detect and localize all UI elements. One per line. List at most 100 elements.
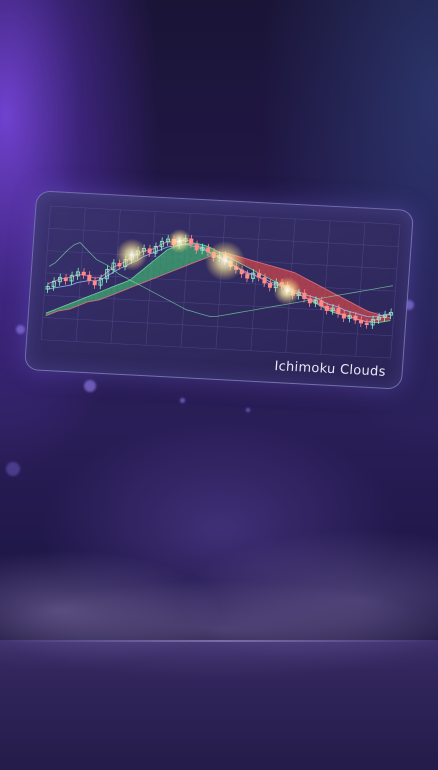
candle-body bbox=[330, 307, 335, 312]
cloud-segment bbox=[270, 265, 278, 283]
candle-body bbox=[347, 315, 352, 319]
ichimoku-chart-card: Ichimoku Clouds bbox=[23, 190, 415, 390]
candle-body bbox=[302, 292, 307, 300]
cloud-segment bbox=[343, 299, 351, 318]
cloud-segment bbox=[99, 289, 107, 300]
candle-body bbox=[45, 285, 50, 290]
candle-wick bbox=[390, 308, 392, 320]
candle-wick bbox=[106, 265, 109, 283]
candle-body bbox=[319, 300, 324, 307]
candle-wick bbox=[77, 267, 79, 280]
cloud-segment bbox=[264, 264, 272, 280]
grid-line-horizontal bbox=[42, 317, 393, 337]
candle-body bbox=[336, 307, 341, 315]
cloud-segment bbox=[57, 306, 64, 312]
candle-body bbox=[250, 272, 256, 279]
bokeh-dot bbox=[404, 300, 414, 310]
candle-wick bbox=[371, 315, 374, 329]
cloud-segment bbox=[247, 259, 255, 271]
candle-body bbox=[153, 245, 158, 254]
cloud-segment bbox=[45, 310, 52, 316]
candle-body bbox=[111, 262, 116, 271]
candle-wick bbox=[331, 304, 334, 315]
cloud-segment bbox=[147, 259, 155, 281]
candle-body bbox=[341, 313, 347, 319]
cloud-segment bbox=[349, 302, 357, 319]
light-flare bbox=[273, 276, 302, 305]
candle-body bbox=[353, 315, 358, 321]
light-flares bbox=[115, 229, 302, 305]
cloud-segment bbox=[153, 254, 162, 279]
candle-body bbox=[194, 244, 199, 251]
candle-wick bbox=[348, 311, 351, 323]
light-flare bbox=[115, 238, 148, 271]
candle-body bbox=[324, 305, 330, 311]
bokeh-dot bbox=[180, 398, 185, 403]
candle-wick bbox=[384, 310, 386, 322]
candle-body bbox=[307, 298, 313, 304]
candle-body bbox=[87, 274, 92, 282]
candle-wick bbox=[70, 271, 73, 286]
cloud-segment bbox=[111, 284, 119, 296]
cloud-segment bbox=[63, 303, 70, 311]
cloud-segment bbox=[51, 308, 58, 314]
candle-body bbox=[98, 277, 103, 286]
candle-wick bbox=[46, 282, 49, 294]
chikou-span-line bbox=[48, 241, 393, 318]
candle-wick bbox=[154, 242, 157, 258]
cloud-segment bbox=[361, 308, 368, 322]
candle-wick bbox=[378, 313, 380, 324]
light-flare bbox=[167, 229, 192, 254]
cloud-segment bbox=[117, 282, 125, 293]
candle-body bbox=[376, 316, 381, 321]
chart-svg bbox=[40, 205, 401, 359]
candle-wick bbox=[201, 243, 204, 255]
background-glow-center bbox=[40, 420, 400, 640]
candle-body bbox=[388, 311, 393, 316]
candle-body bbox=[147, 248, 152, 254]
bokeh-dot bbox=[84, 380, 96, 392]
candle-wick bbox=[59, 273, 61, 286]
bokeh-dot bbox=[16, 325, 25, 334]
candle-body bbox=[370, 319, 375, 326]
candle-body bbox=[57, 277, 63, 283]
candle-body bbox=[364, 322, 369, 326]
candle-body bbox=[104, 268, 110, 280]
candle-body bbox=[200, 247, 205, 251]
grid-line-horizontal bbox=[41, 339, 391, 359]
bokeh-dot bbox=[246, 408, 250, 412]
cloud-segment bbox=[165, 247, 174, 274]
reflective-floor bbox=[0, 640, 438, 770]
candle-wick bbox=[52, 277, 55, 291]
candle-body bbox=[313, 299, 318, 304]
candle-body bbox=[92, 280, 97, 286]
candle-body bbox=[81, 271, 86, 276]
candle-wick bbox=[112, 259, 115, 274]
grid-line-horizontal bbox=[50, 205, 401, 225]
candle-body bbox=[358, 319, 364, 324]
cloud-segment bbox=[259, 262, 266, 277]
candle-body bbox=[256, 272, 262, 278]
candle-wick bbox=[252, 269, 255, 283]
candle-body bbox=[75, 271, 81, 277]
cloud-segment bbox=[159, 249, 168, 277]
candle-body bbox=[159, 240, 165, 248]
candle-body bbox=[262, 277, 267, 284]
candle-body bbox=[267, 282, 273, 288]
cloud-segment bbox=[253, 261, 260, 274]
grid-line-horizontal bbox=[48, 228, 399, 247]
cloud-segment bbox=[135, 269, 143, 286]
grid-line-horizontal bbox=[45, 272, 396, 292]
light-flare bbox=[204, 240, 245, 281]
cloud-segment bbox=[123, 280, 131, 291]
bokeh-dot bbox=[6, 462, 20, 476]
candle-wick bbox=[160, 237, 163, 251]
candle-body bbox=[51, 280, 56, 288]
cloud-segment bbox=[105, 287, 113, 298]
candle-body bbox=[63, 277, 68, 282]
candle-body bbox=[245, 273, 250, 279]
candle-wick bbox=[314, 296, 317, 308]
horizon-line bbox=[0, 640, 438, 642]
candle-wick bbox=[99, 274, 102, 290]
candle-body bbox=[382, 314, 387, 319]
